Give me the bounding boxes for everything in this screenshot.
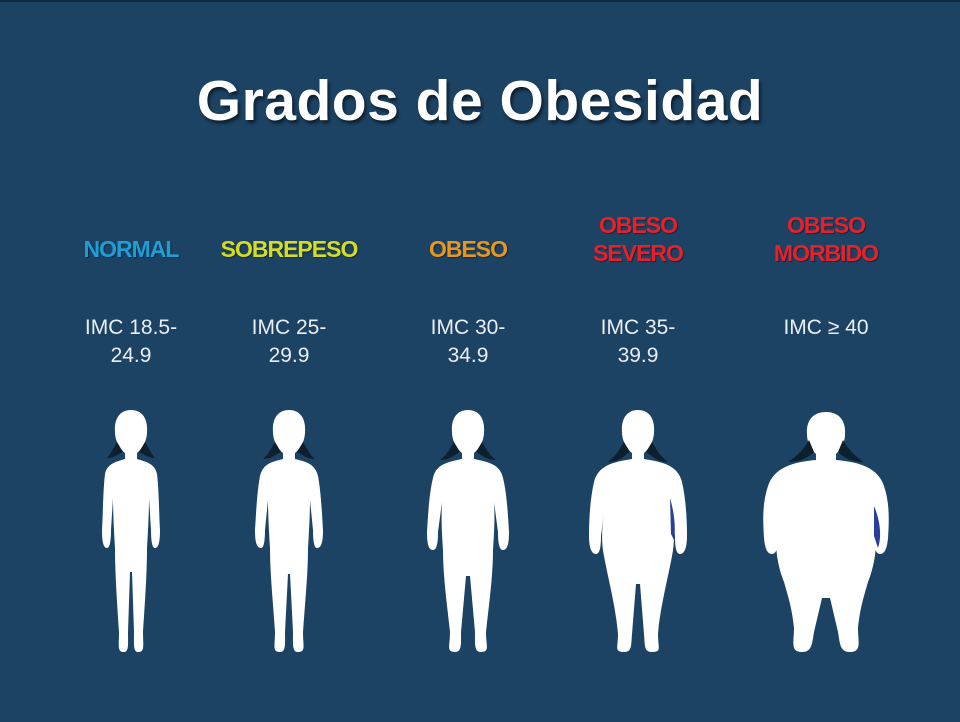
silhouette-normal-icon (41, 402, 221, 664)
category-obeso-morbido: OBESO MORBIDO IMC ≥ 40 (736, 2, 916, 722)
category-label-line: SEVERO (593, 240, 684, 266)
category-normal: NORMAL IMC 18.5- 24.9 (41, 2, 221, 722)
category-obeso-severo: OBESO SEVERO IMC 35- 39.9 (548, 2, 728, 722)
silhouette-sobrepeso-icon (199, 402, 379, 664)
imc-range: IMC 35- 39.9 (548, 314, 728, 370)
imc-line: 29.9 (268, 344, 310, 367)
category-label: OBESO MORBIDO (736, 211, 916, 267)
category-sobrepeso: SOBREPESO IMC 25- 29.9 (199, 2, 379, 722)
category-label: SOBREPESO (199, 235, 379, 263)
imc-line: IMC 18.5- (84, 316, 178, 339)
page-title: Grados de Obesidad (196, 69, 764, 133)
category-label: OBESO (378, 235, 558, 263)
imc-line: 39.9 (617, 344, 659, 367)
imc-line: 34.9 (447, 344, 489, 367)
category-label-line: OBESO (598, 212, 678, 238)
category-label-line: MORBIDO (773, 240, 879, 266)
category-obeso: OBESO IMC 30- 34.9 (378, 2, 558, 722)
imc-range: IMC ≥ 40 (736, 314, 916, 342)
category-label-line: OBESO (786, 212, 866, 238)
category-label-line: NORMAL (83, 236, 180, 262)
imc-range: IMC 25- 29.9 (199, 314, 379, 370)
category-label: OBESO SEVERO (548, 211, 728, 267)
category-label-line: OBESO (428, 236, 508, 262)
imc-range: IMC 30- 34.9 (378, 314, 558, 370)
imc-line: IMC 25- (251, 316, 327, 339)
imc-line: IMC ≥ 40 (783, 316, 869, 339)
imc-line: IMC 35- (600, 316, 676, 339)
silhouette-obeso-severo-icon (548, 402, 728, 664)
imc-line: 24.9 (110, 344, 152, 367)
category-label-line: SOBREPESO (220, 236, 359, 262)
category-label: NORMAL (41, 235, 221, 263)
silhouette-obeso-icon (378, 402, 558, 664)
imc-range: IMC 18.5- 24.9 (41, 314, 221, 370)
imc-line: IMC 30- (430, 316, 506, 339)
silhouette-obeso-morbido-icon (736, 402, 916, 664)
